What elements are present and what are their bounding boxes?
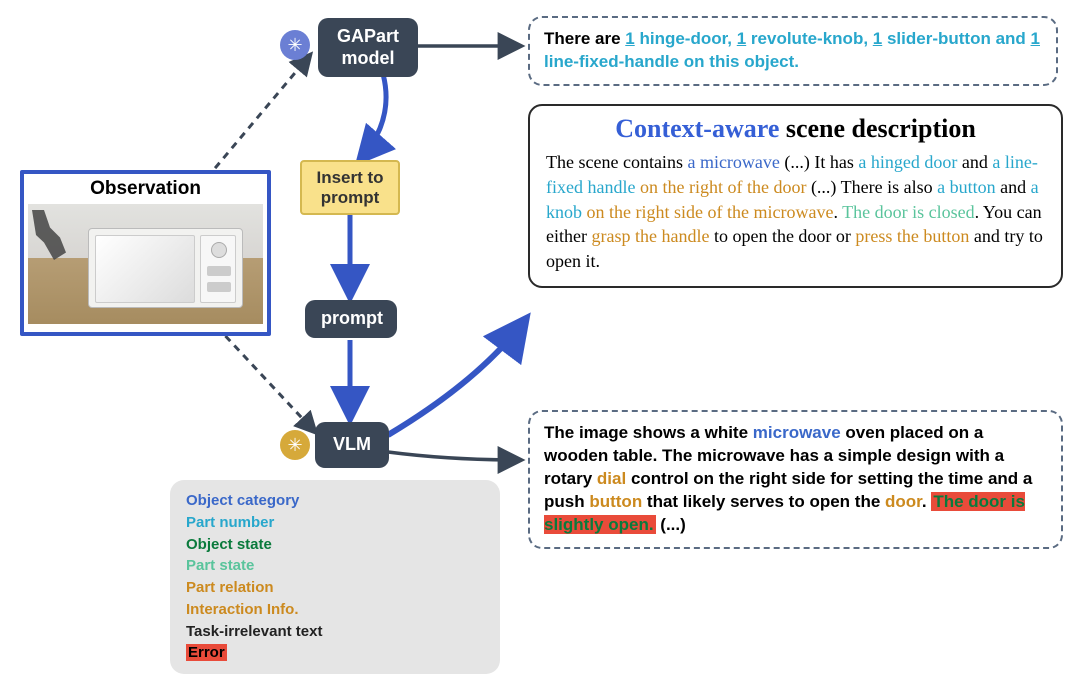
- vo-dial: dial: [597, 469, 626, 488]
- vo-s1d: that likely serves to open the: [642, 492, 885, 511]
- leg-task-irrelevant: Task-irrelevant text: [186, 621, 346, 643]
- leg-interaction-info: Interaction Info.: [186, 599, 346, 621]
- cb-int2: press the button: [855, 226, 969, 246]
- leg-part-state: Part state: [186, 555, 336, 577]
- prompt-label: prompt: [321, 308, 383, 328]
- leg-object-state: Object state: [186, 534, 336, 556]
- context-title-accent: Context-aware: [615, 114, 779, 143]
- cb-int1: grasp the handle: [591, 226, 709, 246]
- go-n-hinge: 1: [625, 29, 634, 48]
- gapart-output-callout: There are 1 hinge-door, 1 revolute-knob,…: [528, 16, 1058, 86]
- brain-icon-vlm: ✳: [280, 430, 310, 460]
- go-n-handle: 1: [1031, 29, 1040, 48]
- insert-l1: Insert to: [316, 168, 383, 187]
- observation-block: Observation: [20, 170, 271, 336]
- context-title-rest: scene description: [779, 114, 975, 143]
- cb-s1: The scene contains: [546, 152, 687, 172]
- cb-ell: (...) It has: [780, 152, 858, 172]
- go-n-knob: 1: [737, 29, 746, 48]
- observation-title: Observation: [28, 178, 263, 200]
- context-description-box: Context-aware scene description The scen…: [528, 104, 1063, 288]
- cb-and2: and: [996, 177, 1031, 197]
- go-slider: slider-button and: [882, 29, 1030, 48]
- go-prefix: There are: [544, 29, 625, 48]
- legend-box: Object category Part number Object state…: [170, 480, 500, 674]
- leg-part-number: Part number: [186, 512, 336, 534]
- context-title: Context-aware scene description: [546, 114, 1045, 144]
- go-knob: revolute-knob,: [746, 29, 873, 48]
- brain-icon-gapart: ✳: [280, 30, 310, 60]
- observation-image: [28, 204, 263, 324]
- vlm-output-callout: The image shows a white microwave oven p…: [528, 410, 1063, 549]
- cb-p3: a button: [937, 177, 996, 197]
- cb-and: and: [957, 152, 992, 172]
- gapart-label-l1: GAPart: [337, 26, 399, 46]
- cb-state: The door is closed: [842, 202, 974, 222]
- go-hinge: hinge-door,: [635, 29, 737, 48]
- context-body: The scene contains a microwave (...) It …: [546, 150, 1045, 274]
- gapart-label-l2: model: [341, 48, 394, 68]
- cb-rel2: on the right side of the microwave: [582, 202, 833, 222]
- vlm-node: VLM: [315, 422, 389, 468]
- leg-error-row: Error: [186, 642, 346, 664]
- vo-s1f: (...): [656, 515, 686, 534]
- vlm-label: VLM: [333, 434, 371, 454]
- leg-object-category: Object category: [186, 490, 336, 512]
- vo-s1a: The image shows a white: [544, 423, 753, 442]
- cb-dot: .: [833, 202, 842, 222]
- vo-s1e: .: [922, 492, 931, 511]
- gapart-node: GAPart model: [318, 18, 418, 77]
- go-handle: line-fixed-handle on this object.: [544, 52, 799, 71]
- leg-part-relation: Part relation: [186, 577, 346, 599]
- insert-l2: prompt: [321, 188, 380, 207]
- cb-obj: a microwave: [687, 152, 779, 172]
- cb-ell2: (...) There is also: [806, 177, 937, 197]
- vo-obj: microwave: [753, 423, 841, 442]
- vo-door: door: [885, 492, 922, 511]
- go-n-slider: 1: [873, 29, 882, 48]
- cb-p1: a hinged door: [858, 152, 957, 172]
- vo-btn: button: [589, 492, 642, 511]
- cb-rel1: on the right of the door: [635, 177, 806, 197]
- leg-error: Error: [186, 644, 227, 661]
- prompt-node: prompt: [305, 300, 397, 338]
- cb-mid: to open the door or: [709, 226, 855, 246]
- insert-prompt-box: Insert to prompt: [300, 160, 400, 215]
